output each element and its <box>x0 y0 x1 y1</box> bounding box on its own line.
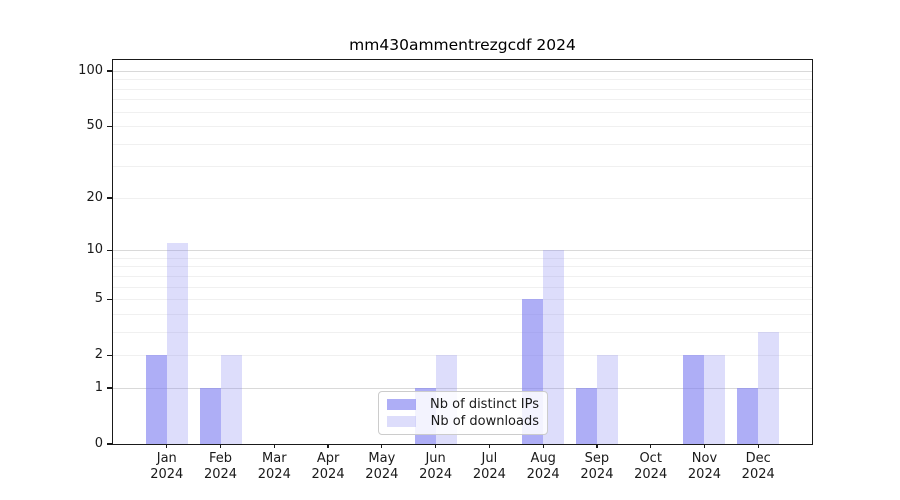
y-tick-label: 2 <box>94 347 103 363</box>
x-tick-mark <box>596 444 598 448</box>
y-tick-mark <box>107 443 112 445</box>
minor-gridline <box>113 355 812 357</box>
minor-gridline <box>113 286 812 288</box>
major-gridline <box>113 250 812 252</box>
x-tick-mark <box>703 444 706 448</box>
y-tick-mark <box>107 125 112 127</box>
x-tick-mark <box>219 444 222 448</box>
x-tick-label: May 2024 <box>365 451 399 482</box>
minor-gridline <box>113 197 812 199</box>
y-tick-mark <box>107 70 112 72</box>
minor-gridline <box>113 166 812 168</box>
bar-distinct-ips <box>737 387 759 444</box>
legend-swatch-downloads <box>387 416 416 427</box>
x-tick-label: Jan 2024 <box>150 451 184 482</box>
y-tick-mark <box>107 197 112 199</box>
minor-gridline <box>113 275 812 277</box>
x-tick-mark <box>381 444 383 448</box>
legend-label: Nb of downloads <box>430 414 539 429</box>
minor-gridline <box>113 99 812 101</box>
x-tick-label: Sep 2024 <box>580 451 614 482</box>
bar-downloads <box>758 331 780 444</box>
bar-distinct-ips <box>683 355 705 444</box>
y-tick-label: 20 <box>86 189 103 205</box>
y-tick-label: 1 <box>94 379 103 395</box>
x-tick-label: Nov 2024 <box>687 451 721 482</box>
plot-area <box>112 59 813 445</box>
y-tick-mark <box>107 387 112 389</box>
x-tick-mark <box>542 444 544 448</box>
minor-gridline <box>113 299 812 301</box>
x-tick-label: Jul 2024 <box>472 451 506 482</box>
bar-downloads <box>596 355 618 444</box>
x-tick-mark <box>166 444 168 448</box>
x-tick-mark <box>327 444 329 448</box>
major-gridline <box>113 70 812 72</box>
minor-gridline <box>113 313 812 315</box>
y-tick-label: 5 <box>94 291 103 307</box>
minor-gridline <box>113 111 812 113</box>
minor-gridline <box>113 143 812 145</box>
minor-gridline <box>113 88 812 90</box>
bar-distinct-ips <box>575 387 597 444</box>
bar-downloads <box>543 250 565 444</box>
legend-row: Nb of distinct IPs <box>387 397 539 412</box>
y-tick-mark <box>107 354 112 356</box>
chart-title: mm430ammentrezgcdf 2024 <box>349 36 576 54</box>
y-tick-label: 0 <box>94 436 103 451</box>
x-tick-label: Aug 2024 <box>526 451 560 482</box>
x-tick-mark <box>273 444 275 448</box>
x-tick-mark <box>488 444 490 448</box>
bar-distinct-ips <box>199 387 221 444</box>
minor-gridline <box>113 266 812 268</box>
x-tick-label: Mar 2024 <box>257 451 291 482</box>
y-tick-label: 10 <box>86 242 103 258</box>
y-tick-mark <box>107 298 112 300</box>
legend-swatch-distinct-ips <box>387 399 416 410</box>
minor-gridline <box>113 257 812 259</box>
bar-downloads <box>166 243 188 444</box>
y-tick-label: 100 <box>78 62 103 78</box>
minor-gridline <box>113 331 812 333</box>
y-tick-label: 50 <box>86 118 103 134</box>
legend: Nb of distinct IPs Nb of downloads <box>378 391 548 435</box>
x-tick-label: Oct 2024 <box>634 451 668 482</box>
minor-gridline <box>113 126 812 128</box>
y-tick-mark <box>107 249 112 251</box>
x-tick-label: Jun 2024 <box>419 451 453 482</box>
x-tick-label: Dec 2024 <box>741 451 775 482</box>
x-tick-mark <box>435 444 437 448</box>
x-tick-label: Feb 2024 <box>203 451 238 482</box>
x-tick-mark <box>757 444 759 448</box>
x-tick-label: Apr 2024 <box>311 451 345 482</box>
bar-downloads <box>704 355 726 444</box>
bar-distinct-ips <box>145 355 167 444</box>
legend-label: Nb of distinct IPs <box>430 397 539 412</box>
bar-downloads <box>220 355 242 444</box>
legend-row: Nb of downloads <box>387 414 539 429</box>
x-tick-mark <box>650 444 652 448</box>
minor-gridline <box>113 79 812 81</box>
major-gridline <box>113 387 812 389</box>
